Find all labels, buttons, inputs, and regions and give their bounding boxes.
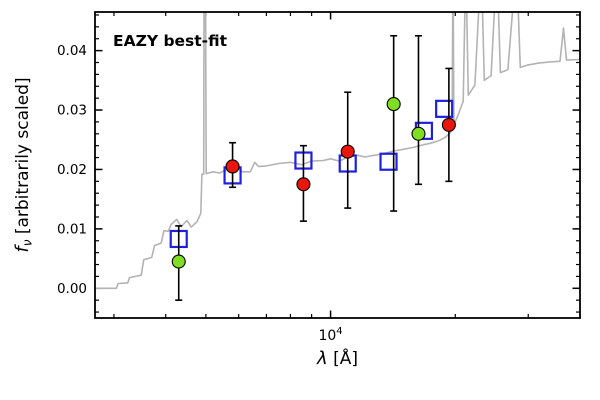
model-photometry-square bbox=[379, 152, 398, 171]
svg-text:0.00: 0.00 bbox=[57, 281, 87, 297]
svg-text:fν [arbitrarily scaled]: fν [arbitrarily scaled] bbox=[12, 77, 35, 252]
svg-text:0.01: 0.01 bbox=[57, 221, 87, 237]
axis-ticks bbox=[95, 12, 581, 318]
model-photometry bbox=[169, 99, 454, 249]
svg-text:0.03: 0.03 bbox=[57, 103, 87, 119]
observed-photometry-green bbox=[171, 34, 426, 301]
photometry-point bbox=[441, 117, 456, 132]
observed-photometry-red bbox=[225, 67, 456, 222]
svg-text:104: 104 bbox=[318, 326, 342, 344]
photometry-point bbox=[225, 159, 240, 174]
svg-text:0.04: 0.04 bbox=[57, 43, 87, 59]
axis-labels: 104 0.00 0.01 0.02 0.03 0.04 λ [Å] fν [arbitrar… bbox=[12, 43, 358, 369]
annotation-eazy-best-fit: EAZY best-fit bbox=[113, 32, 228, 50]
photometry-point bbox=[411, 126, 426, 141]
model-photometry-square bbox=[435, 99, 454, 118]
model-spectrum bbox=[95, 12, 580, 290]
svg-text:λ [Å]: λ [Å] bbox=[316, 347, 358, 369]
plot-area bbox=[95, 12, 580, 301]
photometry-point bbox=[171, 254, 186, 269]
photometry-point bbox=[386, 97, 401, 112]
photometry-point bbox=[340, 144, 355, 159]
photometry-point bbox=[296, 177, 311, 192]
axes-frame bbox=[94, 11, 581, 319]
svg-text:0.02: 0.02 bbox=[57, 162, 87, 178]
